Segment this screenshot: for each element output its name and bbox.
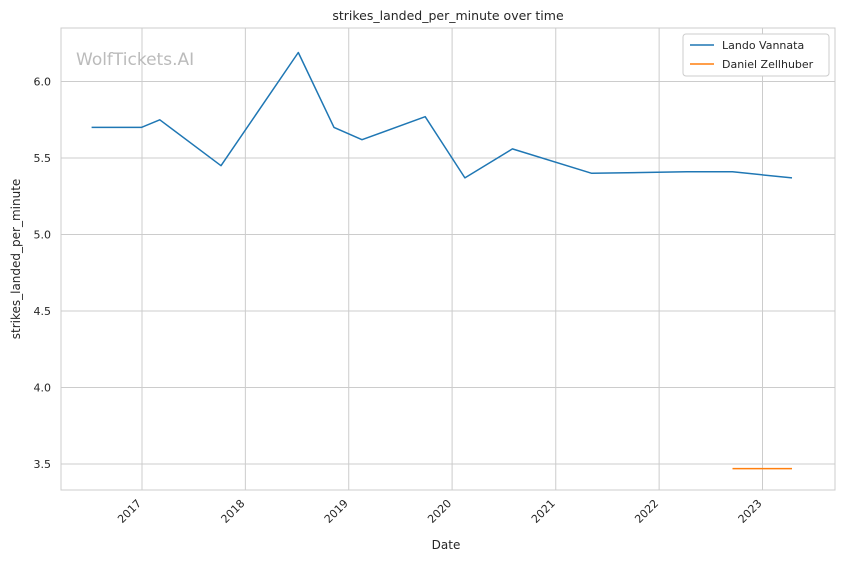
plot-frame [60,27,836,491]
y-tick-label: 3.5 [34,458,52,471]
legend: Lando Vannata Daniel Zellhuber [682,33,830,77]
y-axis-label: strikes_landed_per_minute [9,179,23,340]
chart-title: strikes_landed_per_minute over time [332,8,564,23]
series-line-lando-vannata [91,51,793,179]
grid [61,28,835,490]
x-axis-label: Date [432,538,461,552]
plot-area [61,28,835,490]
y-tick-labels: 3.5 4.0 4.5 5.0 5.5 6.0 [34,76,52,471]
y-tick-label: 5.0 [34,229,52,242]
legend-label-lando-vannata: Lando Vannata [722,39,804,52]
series-group [91,51,793,470]
y-tick-label: 5.5 [34,152,52,165]
y-tick-label: 4.5 [34,305,52,318]
y-tick-label: 4.0 [34,382,52,395]
legend-box [682,33,830,77]
y-tick-label: 6.0 [34,76,52,89]
watermark: WolfTickets.AI [76,50,194,70]
legend-label-daniel-zellhuber: Daniel Zellhuber [722,58,814,71]
